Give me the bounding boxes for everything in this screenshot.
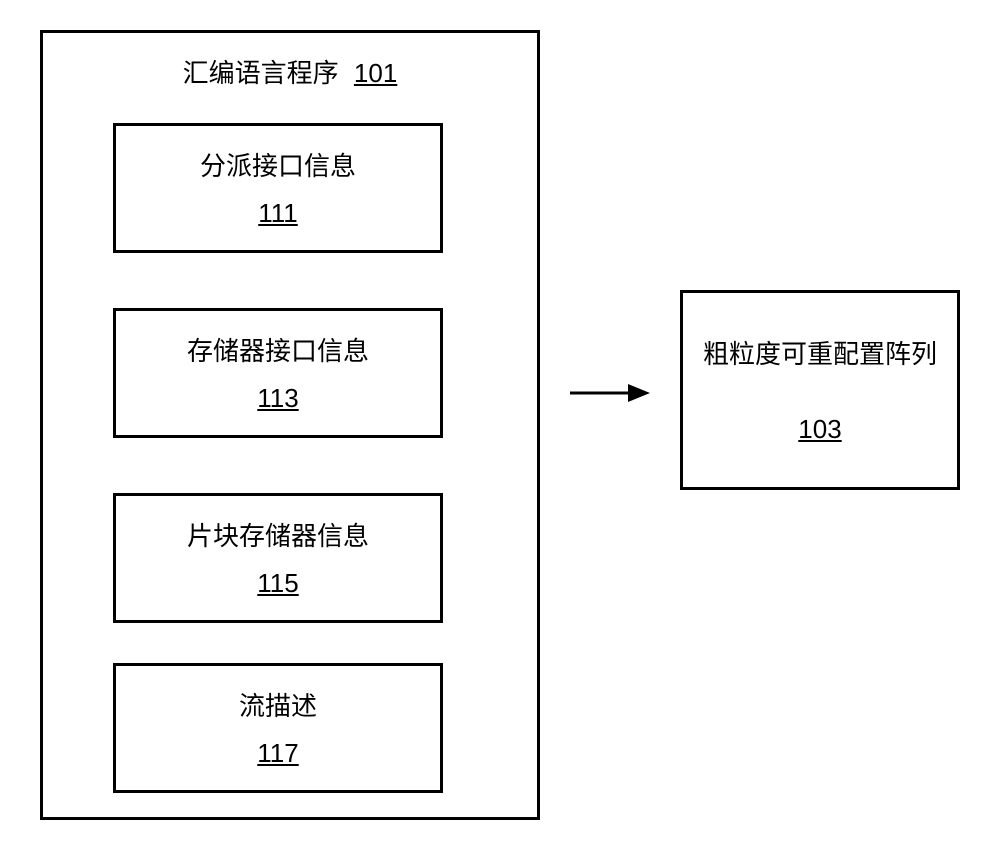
outer-container-title: 汇编语言程序 101 <box>43 53 537 90</box>
outer-container-box: 汇编语言程序 101 分派接口信息 111 存储器接口信息 113 片块存储器信… <box>40 30 540 820</box>
inner-box-refnum: 111 <box>258 198 298 229</box>
right-box-refnum: 103 <box>798 414 841 445</box>
right-box-cgra: 粗粒度可重配置阵列 103 <box>680 290 960 490</box>
diagram-root: 汇编语言程序 101 分派接口信息 111 存储器接口信息 113 片块存储器信… <box>0 0 1000 846</box>
inner-box-label: 片块存储器信息 <box>187 517 369 556</box>
arrow-icon <box>570 378 650 408</box>
right-box-label: 粗粒度可重配置阵列 <box>703 335 937 374</box>
inner-box-label: 流描述 <box>239 687 317 726</box>
outer-title-refnum: 101 <box>354 58 397 88</box>
inner-box-label: 存储器接口信息 <box>187 332 369 371</box>
inner-box-tile-memory: 片块存储器信息 115 <box>113 493 443 623</box>
inner-box-label: 分派接口信息 <box>200 147 356 186</box>
inner-box-dispatch-interface: 分派接口信息 111 <box>113 123 443 253</box>
inner-box-flow-description: 流描述 117 <box>113 663 443 793</box>
inner-box-refnum: 113 <box>257 383 298 414</box>
inner-box-refnum: 115 <box>257 568 298 599</box>
inner-box-refnum: 117 <box>257 738 298 769</box>
outer-title-text: 汇编语言程序 <box>183 58 339 88</box>
inner-box-memory-interface: 存储器接口信息 113 <box>113 308 443 438</box>
